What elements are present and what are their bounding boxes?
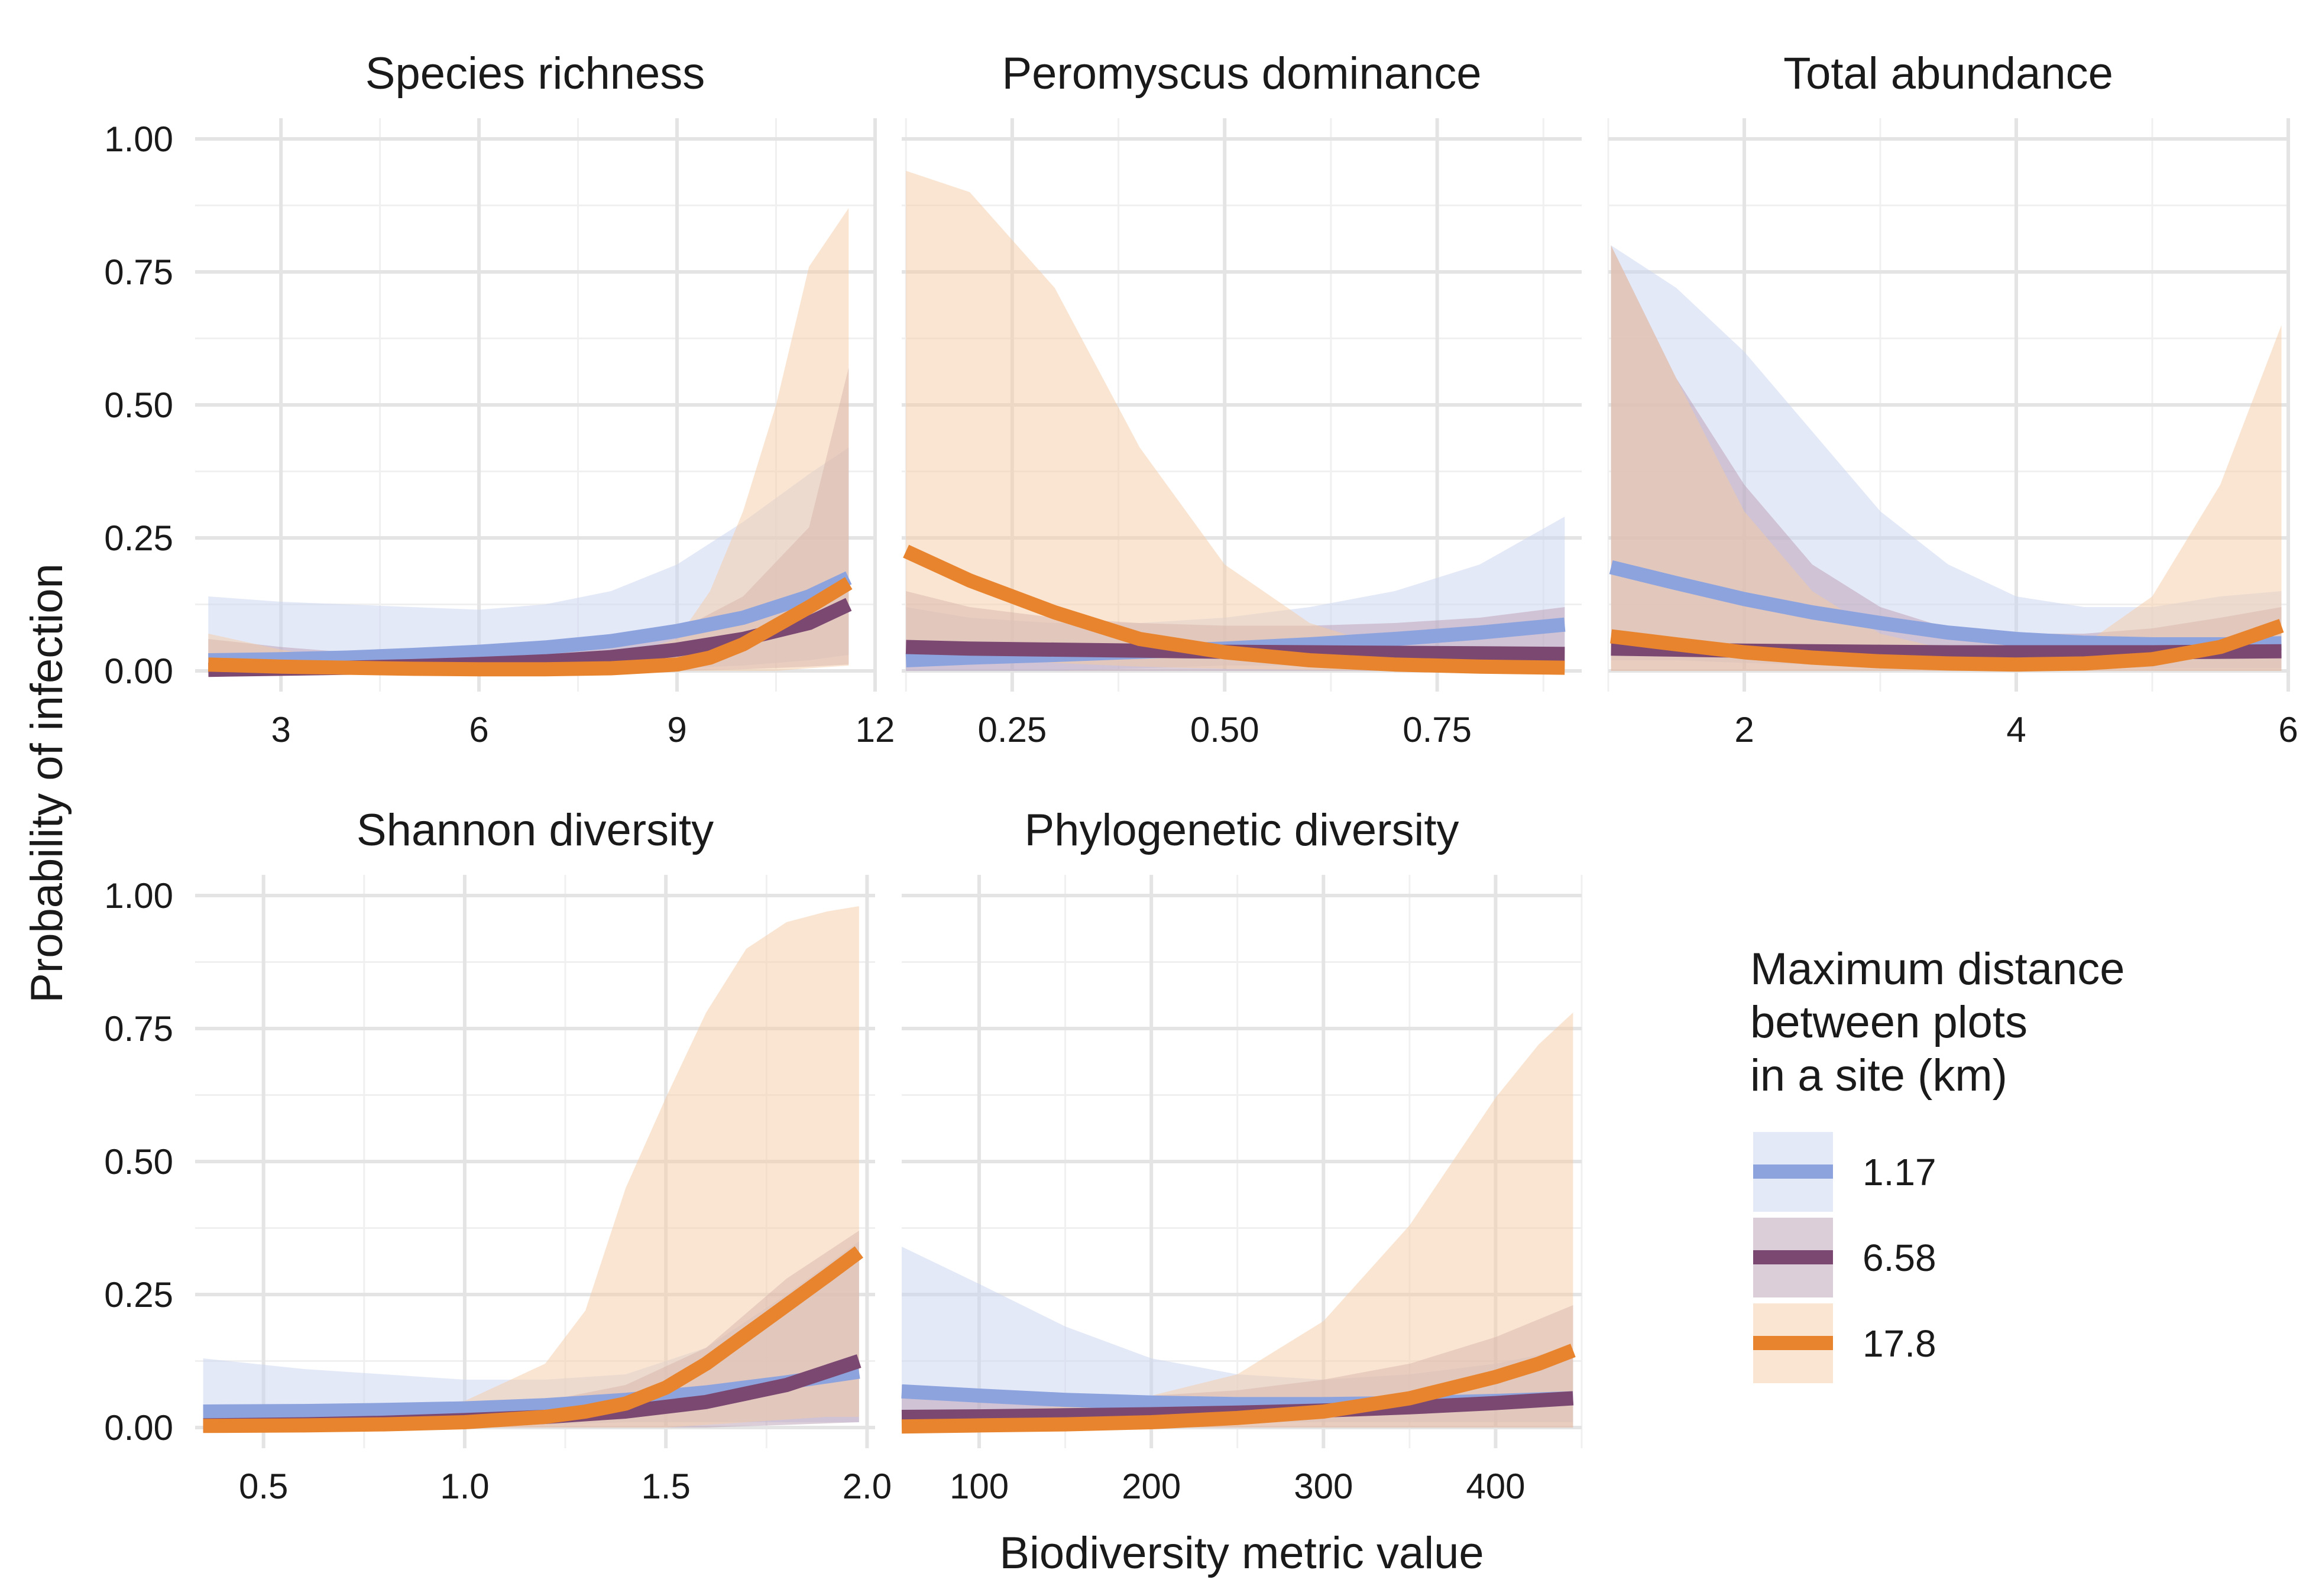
facet-title: Shannon diversity (357, 805, 714, 855)
line-s178 (203, 1246, 863, 1433)
line-s178 (903, 544, 1565, 675)
x-tick-label: 12 (856, 710, 895, 750)
ribbon-s178 (902, 1013, 1573, 1428)
y-tick-label: 1.00 (104, 119, 173, 159)
x-tick-label: 3 (271, 710, 290, 750)
y-tick-label: 0.50 (104, 1142, 173, 1182)
y-tick-label: 0.75 (104, 252, 173, 292)
x-tick-label: 1.5 (641, 1467, 690, 1506)
y-axis-title: Probability of infection (22, 563, 72, 1003)
y-tick-label: 0.50 (104, 385, 173, 425)
facet-title: Species richness (365, 48, 705, 99)
legend-title-line: Maximum distance (1750, 944, 2125, 994)
facet-title: Total abundance (1783, 48, 2113, 99)
y-tick-label: 0.75 (104, 1009, 173, 1049)
x-tick-label: 0.25 (977, 710, 1047, 750)
x-tick-label: 4 (2006, 710, 2026, 750)
line-s178 (901, 1344, 1576, 1434)
x-tick-label: 400 (1466, 1467, 1525, 1506)
x-axis-title: Biodiversity metric value (999, 1528, 1484, 1578)
y-tick-label: 0.00 (104, 1408, 173, 1448)
x-tick-label: 1.0 (440, 1467, 489, 1506)
legend-title-line: between plots (1750, 997, 2028, 1047)
line-s117 (1609, 560, 2282, 651)
x-tick-label: 6 (2278, 710, 2298, 750)
x-tick-label: 300 (1294, 1467, 1353, 1506)
line-s178 (1610, 619, 2284, 672)
x-tick-label: 9 (667, 710, 686, 750)
facet-title: Phylogenetic diversity (1024, 805, 1459, 855)
facet-title: Peromyscus dominance (1002, 48, 1481, 99)
legend-label: 1.17 (1863, 1151, 1936, 1193)
legend-label: 6.58 (1863, 1237, 1936, 1279)
legend-title-line: in a site (km) (1750, 1050, 2007, 1101)
facet-phylo: Phylogenetic diversity 100 200 300 400 (901, 805, 1583, 1506)
x-tick-label: 200 (1122, 1467, 1181, 1506)
line-s117 (208, 571, 852, 667)
facet-dominance: Peromyscus dominance 0.25 0.50 0.75 (902, 48, 1582, 750)
ribbon-s178 (906, 171, 1565, 671)
ribbon-s178 (203, 906, 859, 1428)
x-tick-label: 0.75 (1403, 710, 1472, 750)
y-tick-label: 0.00 (104, 651, 173, 691)
facet-abundance: Total abundance 2 4 6 (1607, 48, 2298, 750)
ribbon-s117 (208, 447, 849, 671)
x-tick-label: 0.50 (1190, 710, 1259, 750)
x-tick-label: 2 (1734, 710, 1754, 750)
x-tick-label: 0.5 (239, 1467, 288, 1506)
y-tick-label: 1.00 (104, 876, 173, 916)
facet-richness: Species richness 0.00 0.25 0.50 0.75 1.00 3 6 9 1… (104, 48, 895, 750)
y-tick-label: 0.25 (104, 518, 173, 558)
ribbon-s178 (208, 208, 849, 671)
x-tick-label: 100 (950, 1467, 1009, 1506)
legend-item-s178: 17.8 (1753, 1303, 1936, 1383)
x-tick-label: 6 (469, 710, 488, 750)
legend-item-s117: 1.17 (1753, 1132, 1936, 1212)
y-tick-label: 0.25 (104, 1275, 173, 1315)
legend-item-s658: 6.58 (1753, 1218, 1936, 1297)
legend-label: 17.8 (1863, 1322, 1936, 1365)
facet-shannon: Shannon diversity 0.00 0.25 0.50 0.75 1.00 0.5… (104, 805, 892, 1506)
x-tick-label: 2.0 (843, 1467, 892, 1506)
line-s178 (208, 577, 853, 677)
ribbon-s178 (1611, 245, 2282, 671)
